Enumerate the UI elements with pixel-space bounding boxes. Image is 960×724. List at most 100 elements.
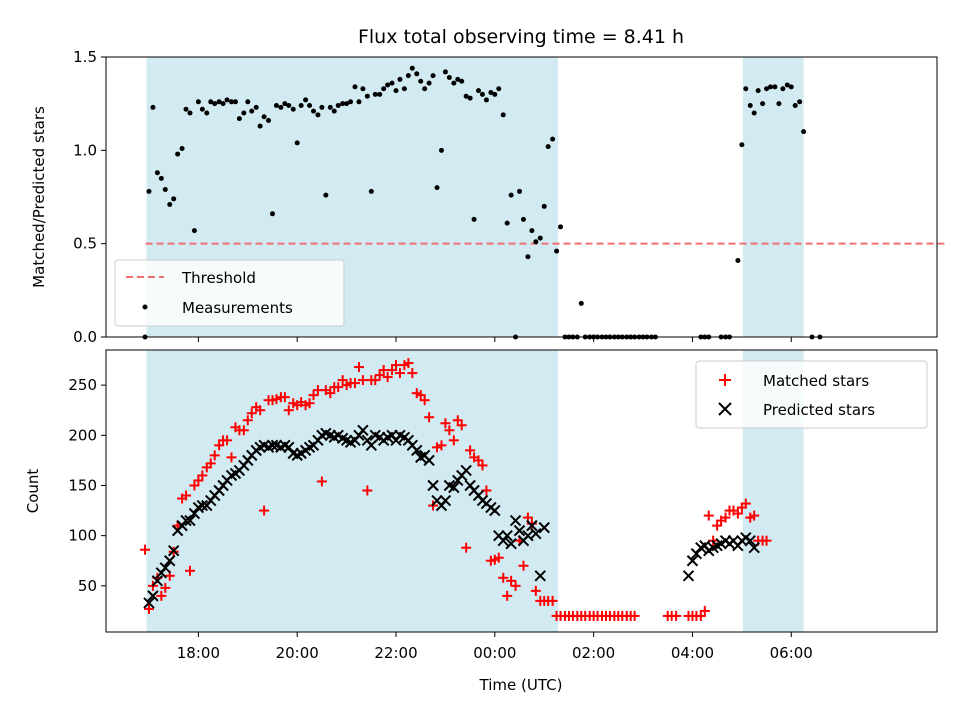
measurement-point bbox=[220, 101, 226, 107]
matched-point bbox=[271, 394, 282, 405]
x-tick-label: 06:00 bbox=[770, 644, 813, 662]
matched-point bbox=[333, 382, 344, 393]
measurement-point bbox=[409, 65, 415, 71]
y-tick-label: 200 bbox=[68, 426, 97, 444]
measurement-point bbox=[352, 84, 358, 90]
measurement-point bbox=[797, 99, 803, 105]
legend-threshold-label: Threshold bbox=[181, 269, 256, 287]
matched-point bbox=[350, 378, 361, 389]
measurement-point bbox=[479, 91, 485, 97]
measurement-point bbox=[150, 104, 156, 110]
measurement-point bbox=[554, 248, 560, 254]
y-tick-label: 0.0 bbox=[73, 328, 97, 346]
measurement-point bbox=[298, 103, 304, 109]
matched-point bbox=[732, 508, 743, 519]
matched-point bbox=[193, 475, 204, 486]
measurement-point bbox=[517, 188, 523, 194]
y-tick-label: 1.5 bbox=[73, 48, 97, 66]
matched-point bbox=[197, 470, 208, 481]
measurement-point bbox=[434, 185, 440, 191]
measurement-point bbox=[743, 86, 749, 92]
matched-point bbox=[530, 585, 541, 596]
x-tick-label: 22:00 bbox=[374, 644, 417, 662]
measurement-point bbox=[751, 110, 757, 116]
x-tick-label: 04:00 bbox=[671, 644, 714, 662]
matched-point bbox=[255, 405, 266, 416]
panel-ratio-ylabel: Matched/Predicted stars bbox=[30, 106, 48, 288]
measurement-point bbox=[537, 235, 543, 241]
matched-point bbox=[502, 590, 513, 601]
measurement-point bbox=[397, 76, 403, 82]
matched-point bbox=[547, 595, 558, 606]
measurement-point bbox=[311, 108, 317, 114]
measurement-point bbox=[286, 103, 292, 109]
matched-point bbox=[419, 395, 430, 406]
predicted-point bbox=[460, 464, 472, 477]
predicted-point bbox=[513, 524, 526, 537]
matched-point bbox=[761, 535, 772, 546]
matched-point bbox=[370, 375, 381, 386]
predicted-stars-series bbox=[143, 424, 760, 609]
measurement-point bbox=[780, 86, 786, 92]
measurement-point bbox=[401, 86, 407, 92]
measurement-point bbox=[162, 187, 168, 193]
matched-point bbox=[259, 505, 270, 516]
matched-point bbox=[518, 560, 529, 571]
measurement-point bbox=[377, 91, 383, 97]
matched-point bbox=[403, 358, 414, 369]
measurement-point bbox=[212, 101, 218, 107]
matched-point bbox=[749, 510, 760, 521]
measurement-point bbox=[282, 101, 288, 107]
measurement-point bbox=[381, 86, 387, 92]
matched-point bbox=[432, 442, 443, 453]
measurement-point bbox=[747, 103, 753, 109]
measurement-point bbox=[224, 97, 230, 103]
matched-point bbox=[378, 365, 389, 376]
measurement-point bbox=[146, 188, 152, 194]
measurement-point bbox=[418, 78, 424, 84]
measurement-point bbox=[788, 84, 794, 90]
measurement-point bbox=[241, 110, 247, 116]
measurement-point bbox=[372, 91, 378, 97]
chart-title: Flux total observing time = 8.41 h bbox=[358, 26, 684, 48]
measurement-point bbox=[323, 192, 329, 198]
matched-point bbox=[242, 415, 253, 426]
predicted-point bbox=[167, 545, 180, 557]
matched-point bbox=[387, 365, 398, 376]
matched-point bbox=[629, 610, 640, 621]
measurement-point bbox=[446, 75, 452, 81]
x-axis-label: Time (UTC) bbox=[479, 676, 563, 694]
measurement-point bbox=[525, 254, 531, 260]
measurement-point bbox=[208, 99, 214, 105]
measurement-point bbox=[348, 99, 354, 105]
predicted-point bbox=[184, 514, 196, 527]
matched-point bbox=[374, 370, 385, 381]
matched-point bbox=[156, 590, 167, 601]
measurement-point bbox=[236, 116, 242, 122]
legend-matched-label: Matched stars bbox=[763, 372, 869, 390]
measurement-point bbox=[504, 220, 510, 226]
measurement-point bbox=[356, 99, 362, 105]
matched-point bbox=[222, 435, 233, 446]
matched-point bbox=[493, 552, 504, 563]
legend-matched-swatch bbox=[719, 374, 731, 386]
y-tick-label: 0.5 bbox=[73, 235, 97, 253]
matched-point bbox=[740, 498, 751, 509]
measurement-point bbox=[558, 224, 564, 230]
measurement-point bbox=[216, 99, 222, 105]
measurement-point bbox=[422, 86, 428, 92]
predicted-point bbox=[147, 590, 159, 602]
matched-point bbox=[461, 542, 472, 553]
matched-point bbox=[325, 388, 336, 399]
predicted-point bbox=[686, 555, 699, 567]
matched-point bbox=[440, 418, 451, 429]
predicted-point bbox=[530, 527, 542, 540]
measurement-point bbox=[414, 71, 420, 77]
measurement-point bbox=[179, 145, 185, 151]
measurement-point bbox=[508, 192, 514, 198]
predicted-point bbox=[427, 479, 439, 492]
measurement-point bbox=[257, 123, 263, 129]
panel-count-ylabel: Count bbox=[24, 469, 42, 514]
matched-point bbox=[308, 390, 319, 401]
predicted-point bbox=[748, 541, 760, 554]
